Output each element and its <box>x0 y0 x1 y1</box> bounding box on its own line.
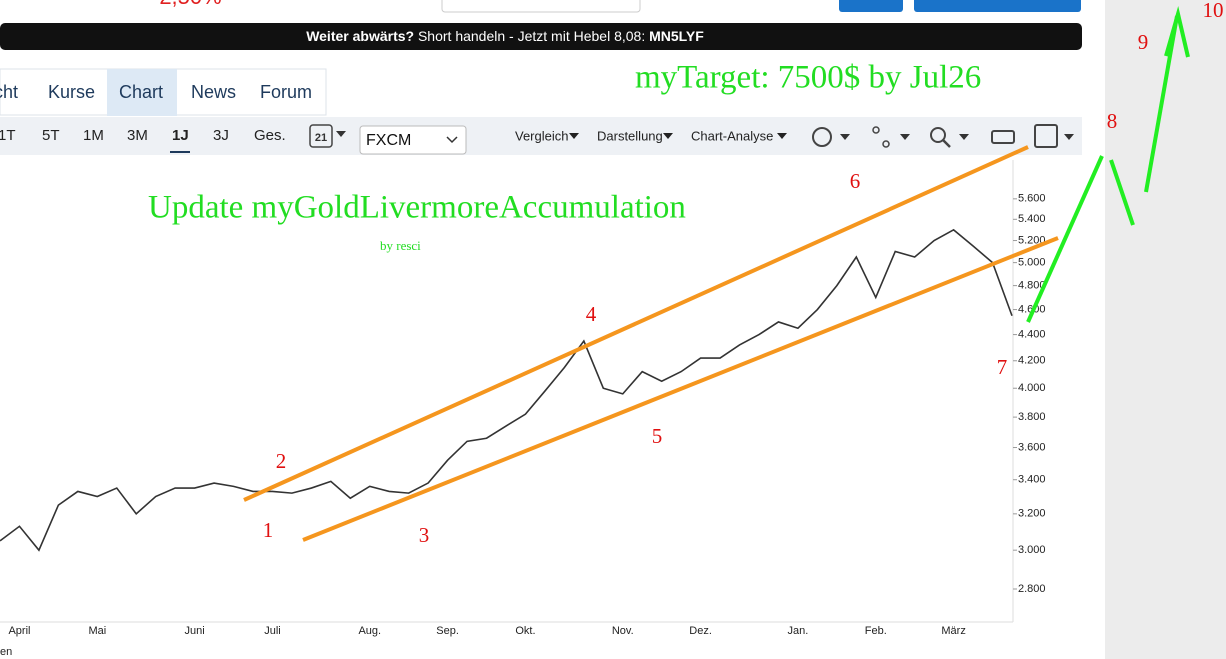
dropdown-arrow <box>663 133 673 139</box>
x-tick-label: März <box>941 625 965 637</box>
calendar-icon[interactable] <box>309 124 333 148</box>
tools-icon[interactable] <box>872 126 880 134</box>
search-box[interactable] <box>441 0 641 13</box>
y-tick-label: 5.200 <box>1018 234 1046 246</box>
dropdown-arrow <box>840 134 850 140</box>
y-tick-label: 2.800 <box>1018 583 1046 595</box>
price-line <box>0 228 1013 552</box>
dropdown-arrow <box>777 133 787 139</box>
calendar-day: 21 <box>315 132 327 144</box>
banner-code: MN5LYF <box>649 28 704 44</box>
y-tick-label: 5.000 <box>1018 257 1046 269</box>
y-tick-label: 5.400 <box>1018 213 1046 225</box>
dropdown-arrow <box>1064 134 1074 140</box>
y-tick-label: 3.400 <box>1018 474 1046 486</box>
banner-text: Weiter abwärts? Short handeln - Jetzt mi… <box>306 28 704 44</box>
select-arrow <box>446 136 458 144</box>
y-tick-label: 4.400 <box>1018 328 1046 340</box>
banner-body: Short handeln - Jetzt mit Hebel 8,08: <box>418 28 645 44</box>
x-tick-label: April <box>8 625 30 637</box>
y-tick-label: 3.200 <box>1018 508 1046 520</box>
projection-arrow <box>1164 6 1190 58</box>
tab[interactable]: cht <box>0 82 18 102</box>
x-tick-label: Juli <box>264 625 281 637</box>
y-tick-label: 5.600 <box>1018 193 1046 205</box>
wave-label: 1 <box>263 518 274 542</box>
dropdown-arrow <box>900 134 910 140</box>
y-tick-label: 4.000 <box>1018 382 1046 394</box>
x-tick-label: Sep. <box>436 625 459 637</box>
range-button[interactable]: 5T <box>42 127 60 144</box>
range-button[interactable]: 3J <box>213 127 229 144</box>
footer: en <box>0 646 12 658</box>
settings-icon[interactable] <box>812 127 832 147</box>
y-tick-label: 4.200 <box>1018 355 1046 367</box>
projection-leg <box>1109 159 1135 226</box>
wave-label: 6 <box>850 169 861 193</box>
y-tick-label: 3.600 <box>1018 441 1046 453</box>
range-button[interactable]: Ges. <box>254 127 286 144</box>
exchange-select[interactable] <box>359 125 467 155</box>
tab-selected <box>107 69 177 116</box>
x-tick-label: Juni <box>185 625 205 637</box>
wave-label: 3 <box>419 523 430 547</box>
x-tick-label: Okt. <box>515 625 535 637</box>
projection-leg <box>1144 15 1179 193</box>
range-button[interactable]: 3M <box>127 127 148 144</box>
menu[interactable]: Chart-Analyse <box>691 128 773 143</box>
exchange: FXCM <box>366 132 411 149</box>
x-tick-label: Jan. <box>788 625 809 637</box>
zoom-icon[interactable] <box>930 127 946 143</box>
tab[interactable]: Chart <box>119 82 163 102</box>
x-tick-label: Dez. <box>689 625 712 637</box>
author: by resci <box>380 238 421 253</box>
menu[interactable]: Darstellung <box>597 128 663 143</box>
y-tick-label: 3.000 <box>1018 544 1046 556</box>
save-icon[interactable] <box>1034 124 1058 148</box>
tab[interactable]: News <box>191 82 236 102</box>
wave-label: 10 <box>1203 0 1224 22</box>
range-button[interactable]: 1M <box>83 127 104 144</box>
range-button[interactable]: 1J <box>172 127 189 144</box>
update-title: Update myGoldLivermoreAccumulation <box>148 190 686 226</box>
channel-lower <box>302 236 1059 542</box>
zoom-handle <box>942 139 951 148</box>
button[interactable] <box>839 0 903 12</box>
projection <box>1026 6 1190 323</box>
range-button[interactable]: 1T <box>0 127 16 144</box>
x-tick-label: Nov. <box>612 625 634 637</box>
channel-upper <box>243 145 1029 502</box>
dropdown-arrow <box>569 133 579 139</box>
x-tick-label: Aug. <box>358 625 381 637</box>
dropdown-arrow <box>959 134 969 140</box>
wave-label: 9 <box>1138 30 1149 54</box>
menu[interactable]: Vergleich <box>515 128 568 143</box>
tab[interactable]: Kurse <box>48 82 95 102</box>
button[interactable] <box>914 0 1081 12</box>
price-change: -2,50% <box>152 0 222 9</box>
print-icon[interactable] <box>991 130 1015 144</box>
y-tick-label: 3.800 <box>1018 411 1046 423</box>
wave-label: 8 <box>1107 109 1118 133</box>
banner-lead: Weiter abwärts? <box>306 28 414 44</box>
wave-label: 7 <box>997 355 1008 379</box>
tools-icon <box>882 140 890 148</box>
side-panel <box>1105 0 1226 659</box>
wave-label: 2 <box>276 449 287 473</box>
dropdown-arrow <box>336 131 346 137</box>
projection-leg <box>1026 155 1104 323</box>
banner[interactable] <box>0 23 1082 50</box>
y-tick-label: 4.800 <box>1018 280 1046 292</box>
tab[interactable]: Forum <box>260 82 312 102</box>
x-tick-label: Mai <box>88 625 106 637</box>
wave-label: 4 <box>586 302 597 326</box>
target-note: myTarget: 7500$ by Jul26 <box>635 60 981 96</box>
x-tick-label: Feb. <box>865 625 887 637</box>
wave-label: 5 <box>652 424 663 448</box>
